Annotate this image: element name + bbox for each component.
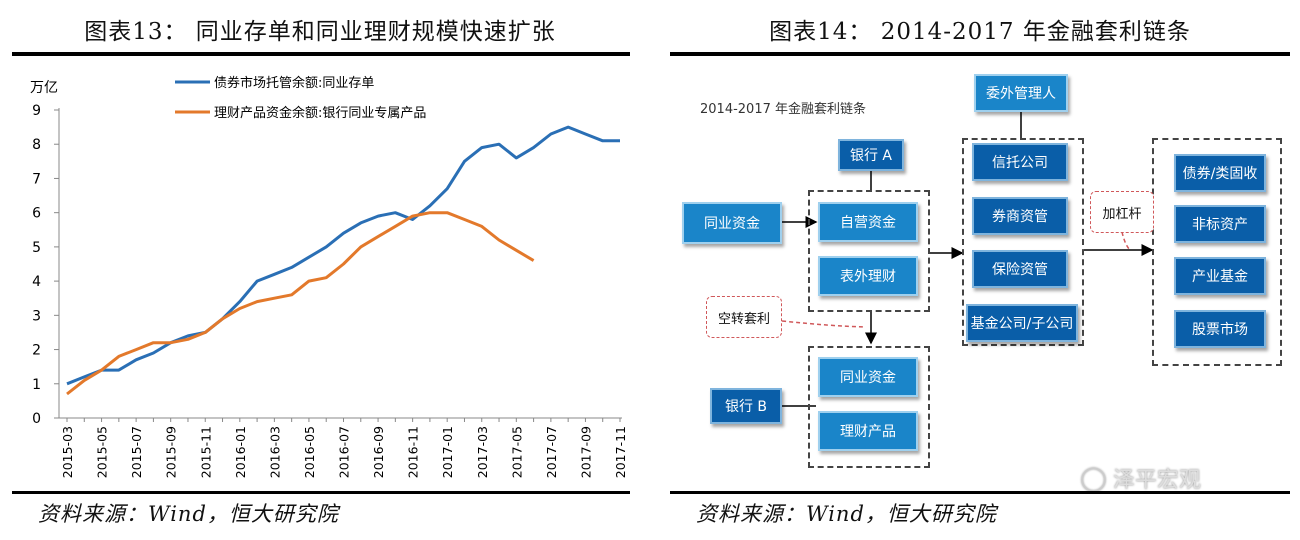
source-note: 资料来源：Wind，恒大研究院: [38, 502, 339, 526]
node-trust-company: 信托公司: [972, 143, 1068, 181]
y-tick-label: 2: [32, 343, 41, 359]
series-line-wmp: [66, 211, 535, 396]
callout-pointer-leverage: [1121, 231, 1131, 251]
x-tick-label: 2016-07: [337, 426, 352, 478]
node-wealth-products: 理财产品: [818, 411, 918, 451]
x-tick-label: 2016-09: [371, 426, 386, 478]
node-off-balance-wmp: 表外理财: [818, 256, 918, 296]
wechat-icon: ◯: [1080, 464, 1107, 492]
node-industry-fund: 产业基金: [1174, 257, 1266, 295]
node-bank-b: 银行 B: [710, 388, 782, 424]
callout-idle-arbitrage: 空转套利: [706, 296, 782, 338]
left-figure-panel: 图表13： 同业存单和同业理财规模快速扩张 万亿 0 1 2 3 4 5 6 7 8 9 2015…: [0, 0, 640, 540]
y-tick-label: 4: [32, 274, 41, 290]
x-tick-label: 2016-05: [302, 426, 317, 478]
node-outsourced-manager: 委外管理人: [974, 74, 1068, 112]
source-note: 资料来源：Wind，恒大研究院: [696, 502, 997, 526]
legend-label-ncd: 债券市场托管余额:同业存单: [214, 75, 374, 91]
x-tick-label: 2016-01: [233, 426, 248, 478]
x-tick-label: 2015-09: [164, 426, 179, 478]
x-tick-label: 2017-03: [475, 426, 490, 478]
x-tick-label: 2015-07: [129, 426, 144, 478]
y-tick-label: 3: [32, 308, 41, 324]
figure-14-title: 图表14： 2014-2017 年金融套利链条: [769, 19, 1191, 45]
node-fund-company: 基金公司/子公司: [966, 304, 1078, 342]
node-interbank-funds: 同业资金: [682, 202, 782, 244]
node-broker-am: 券商资管: [972, 197, 1068, 235]
x-tick-label: 2016-03: [267, 426, 282, 478]
y-tick-label: 5: [32, 240, 41, 256]
x-tick-label: 2016-11: [406, 426, 421, 478]
y-tick-label: 9: [32, 103, 41, 119]
diagram-arrows: [781, 112, 1154, 407]
bottom-rule: [12, 491, 630, 494]
y-axis-unit-label: 万亿: [30, 80, 58, 96]
diagram-title: 2014-2017 年金融套利链条: [700, 102, 866, 117]
x-tick-label: 2017-09: [578, 426, 593, 478]
legend-label-wmp: 理财产品资金余额:银行同业专属产品: [214, 105, 426, 121]
interbank-growth-line-chart: 万亿 0 1 2 3 4 5 6 7 8 9 2015-03 2015-05 2015-07 2015-…: [30, 75, 628, 478]
x-tick-label: 2017-07: [544, 426, 559, 478]
x-tick-label: 2015-03: [60, 426, 75, 478]
watermark-text: 泽平宏观: [1112, 468, 1201, 493]
node-interbank-funds-b: 同业资金: [818, 357, 918, 397]
callout-pointer-idle-arbitrage: [781, 320, 866, 328]
top-rule: [12, 52, 630, 56]
x-tick-label: 2017-01: [440, 426, 455, 478]
x-tick-label: 2015-11: [198, 426, 213, 478]
bank-a-funds-group: [808, 190, 930, 312]
node-bonds: 债券/类固收: [1174, 154, 1266, 192]
watermark: ◯ 泽平宏观: [1080, 462, 1201, 494]
right-figure-panel: 图表14： 2014-2017 年金融套利链条 2014-2017 年金融套利链…: [660, 0, 1300, 540]
series-line-ncd: [66, 125, 620, 386]
node-non-standard-assets: 非标资产: [1174, 205, 1266, 243]
y-tick-label: 1: [32, 377, 41, 393]
assets-group: [1152, 138, 1282, 366]
bottom-rule: [670, 491, 1290, 494]
y-tick-label: 8: [32, 137, 41, 153]
x-tick-label: 2017-11: [613, 426, 628, 478]
node-proprietary-funds: 自营资金: [818, 202, 918, 242]
top-rule: [670, 52, 1290, 56]
node-stock-market: 股票市场: [1174, 310, 1266, 348]
node-insurance-am: 保险资管: [972, 250, 1068, 288]
y-tick-label: 7: [32, 171, 41, 187]
managers-group: [962, 138, 1084, 346]
bank-b-group: [808, 346, 930, 468]
y-tick-label: 0: [32, 411, 41, 427]
x-tick-label: 2015-05: [95, 426, 110, 478]
node-bank-a: 银行 A: [838, 139, 904, 171]
callout-add-leverage: 加杠杆: [1090, 191, 1154, 233]
figure-13-title: 图表13： 同业存单和同业理财规模快速扩张: [84, 19, 556, 45]
y-tick-label: 6: [32, 206, 41, 222]
x-tick-label: 2017-05: [509, 426, 524, 478]
